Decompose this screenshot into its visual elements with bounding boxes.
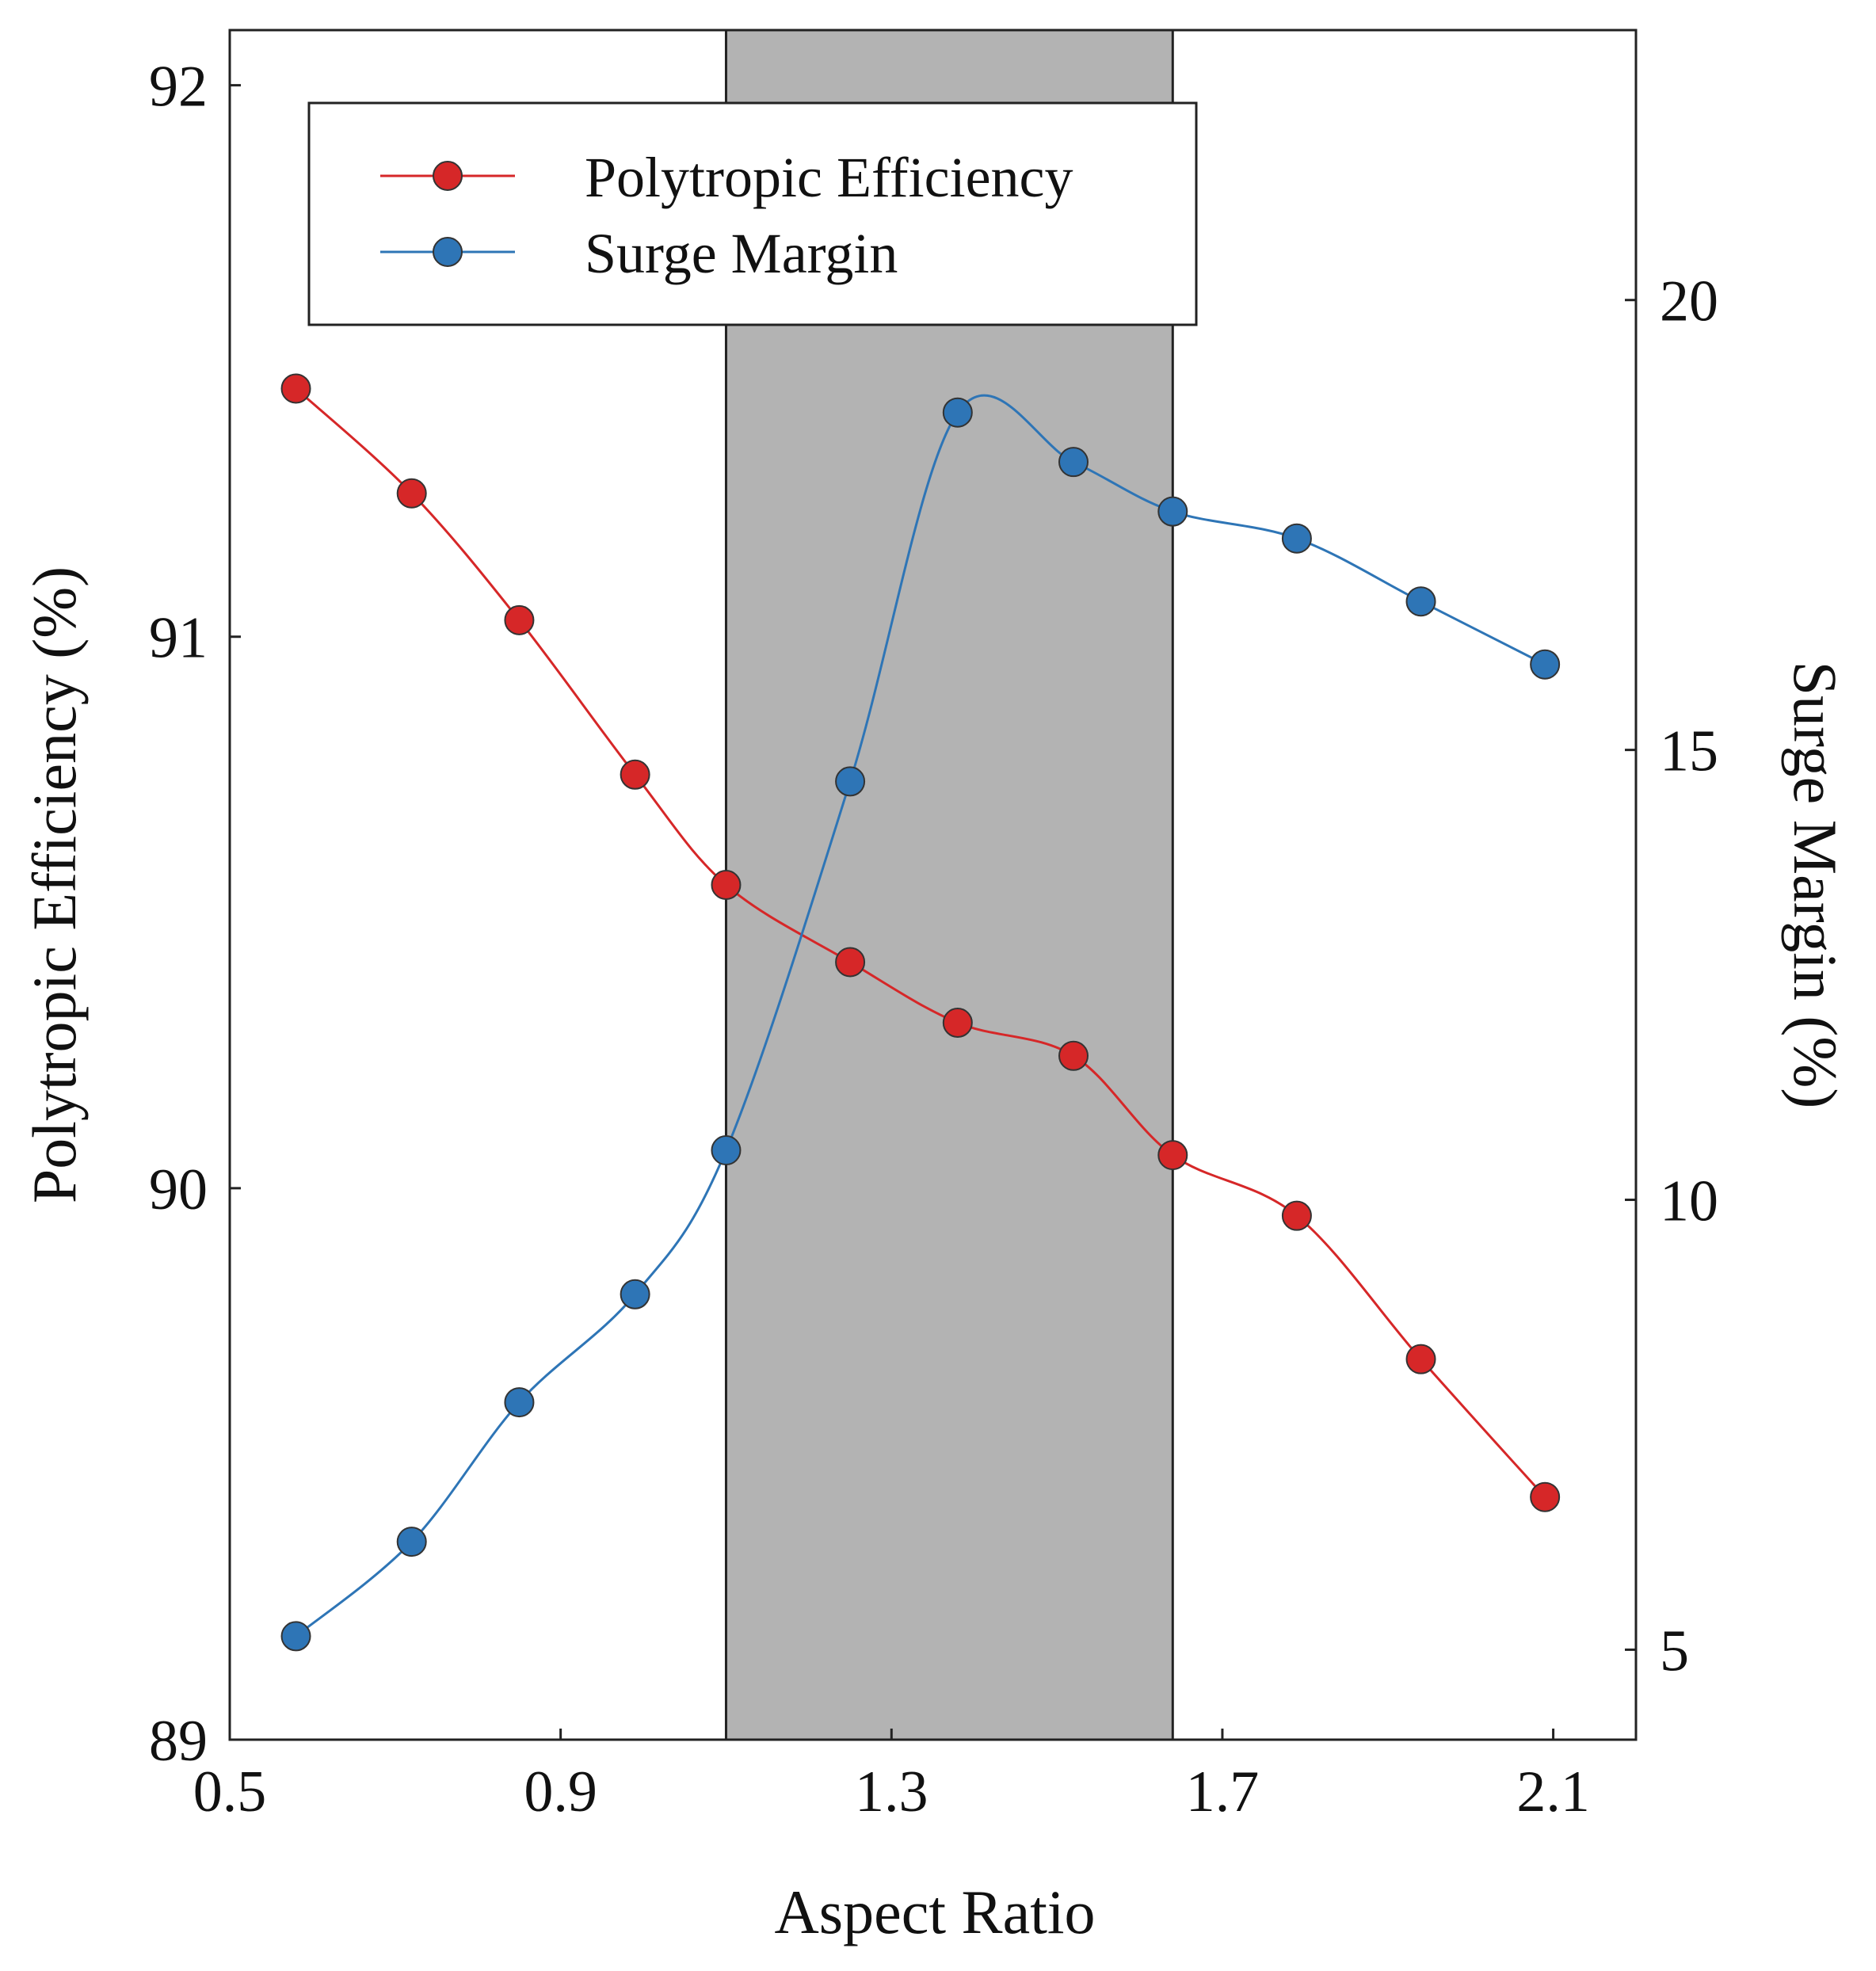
x-tick-label: 1.7 — [1186, 1759, 1260, 1824]
data-point-polytropic-efficiency — [396, 478, 427, 509]
data-point-polytropic-efficiency — [711, 870, 742, 900]
data-point-surge-margin — [1405, 586, 1436, 617]
data-point-polytropic-efficiency — [1157, 1140, 1188, 1171]
data-point-surge-margin — [280, 1621, 311, 1652]
y2-tick-label: 10 — [1660, 1169, 1718, 1234]
series-markers-layer — [280, 373, 1561, 1652]
y2-tick-label: 15 — [1660, 719, 1718, 784]
data-point-surge-margin — [942, 397, 973, 428]
data-point-polytropic-efficiency — [1058, 1040, 1089, 1071]
data-point-surge-margin — [396, 1527, 427, 1557]
y-tick-label: 89 — [149, 1709, 208, 1774]
data-point-polytropic-efficiency — [835, 947, 866, 978]
y-axis-title: Polytropic Efficiency (%) — [20, 566, 89, 1203]
legend-label-surge-margin: Surge Margin — [585, 222, 898, 285]
y2-axis-title: Surge Margin (%) — [1781, 661, 1850, 1109]
legend-label-efficiency: Polytropic Efficiency — [585, 146, 1073, 209]
data-point-polytropic-efficiency — [1405, 1344, 1436, 1374]
legend-marker-surge-margin — [433, 237, 463, 267]
y2-tick-label: 5 — [1660, 1618, 1689, 1683]
data-point-surge-margin — [620, 1279, 650, 1310]
x-tick-label: 0.9 — [524, 1759, 597, 1824]
x-tick-label: 0.5 — [193, 1759, 267, 1824]
data-point-polytropic-efficiency — [1530, 1481, 1561, 1512]
data-point-surge-margin — [711, 1135, 742, 1166]
data-point-polytropic-efficiency — [620, 759, 650, 790]
data-point-surge-margin — [504, 1387, 535, 1418]
data-point-surge-margin — [1530, 649, 1561, 680]
data-point-surge-margin — [835, 766, 866, 797]
data-point-polytropic-efficiency — [1281, 1200, 1312, 1231]
legend: Polytropic Efficiency Surge Margin — [307, 101, 1198, 326]
y-tick-label: 92 — [149, 55, 208, 120]
series-line-polytropic-efficiency — [295, 387, 1546, 1498]
data-point-polytropic-efficiency — [280, 373, 311, 404]
legend-box — [307, 101, 1198, 326]
data-point-surge-margin — [1157, 496, 1188, 527]
axis-ticks-layer: 0.5 0.9 1.3 1.7 2.1 89 90 91 92 5 10 15 20 — [149, 55, 1718, 1824]
y-tick-label: 91 — [149, 606, 208, 671]
data-point-polytropic-efficiency — [942, 1008, 973, 1039]
data-point-surge-margin — [1281, 523, 1312, 554]
y-tick-label: 90 — [149, 1157, 208, 1222]
data-point-polytropic-efficiency — [504, 604, 535, 635]
legend-marker-efficiency — [433, 161, 463, 191]
data-point-surge-margin — [1058, 447, 1089, 478]
x-axis-title: Aspect Ratio — [774, 1878, 1095, 1946]
x-tick-label: 2.1 — [1516, 1759, 1590, 1824]
y2-tick-label: 20 — [1660, 269, 1718, 334]
x-tick-label: 1.3 — [855, 1759, 928, 1824]
plot-frame — [228, 29, 1638, 1741]
